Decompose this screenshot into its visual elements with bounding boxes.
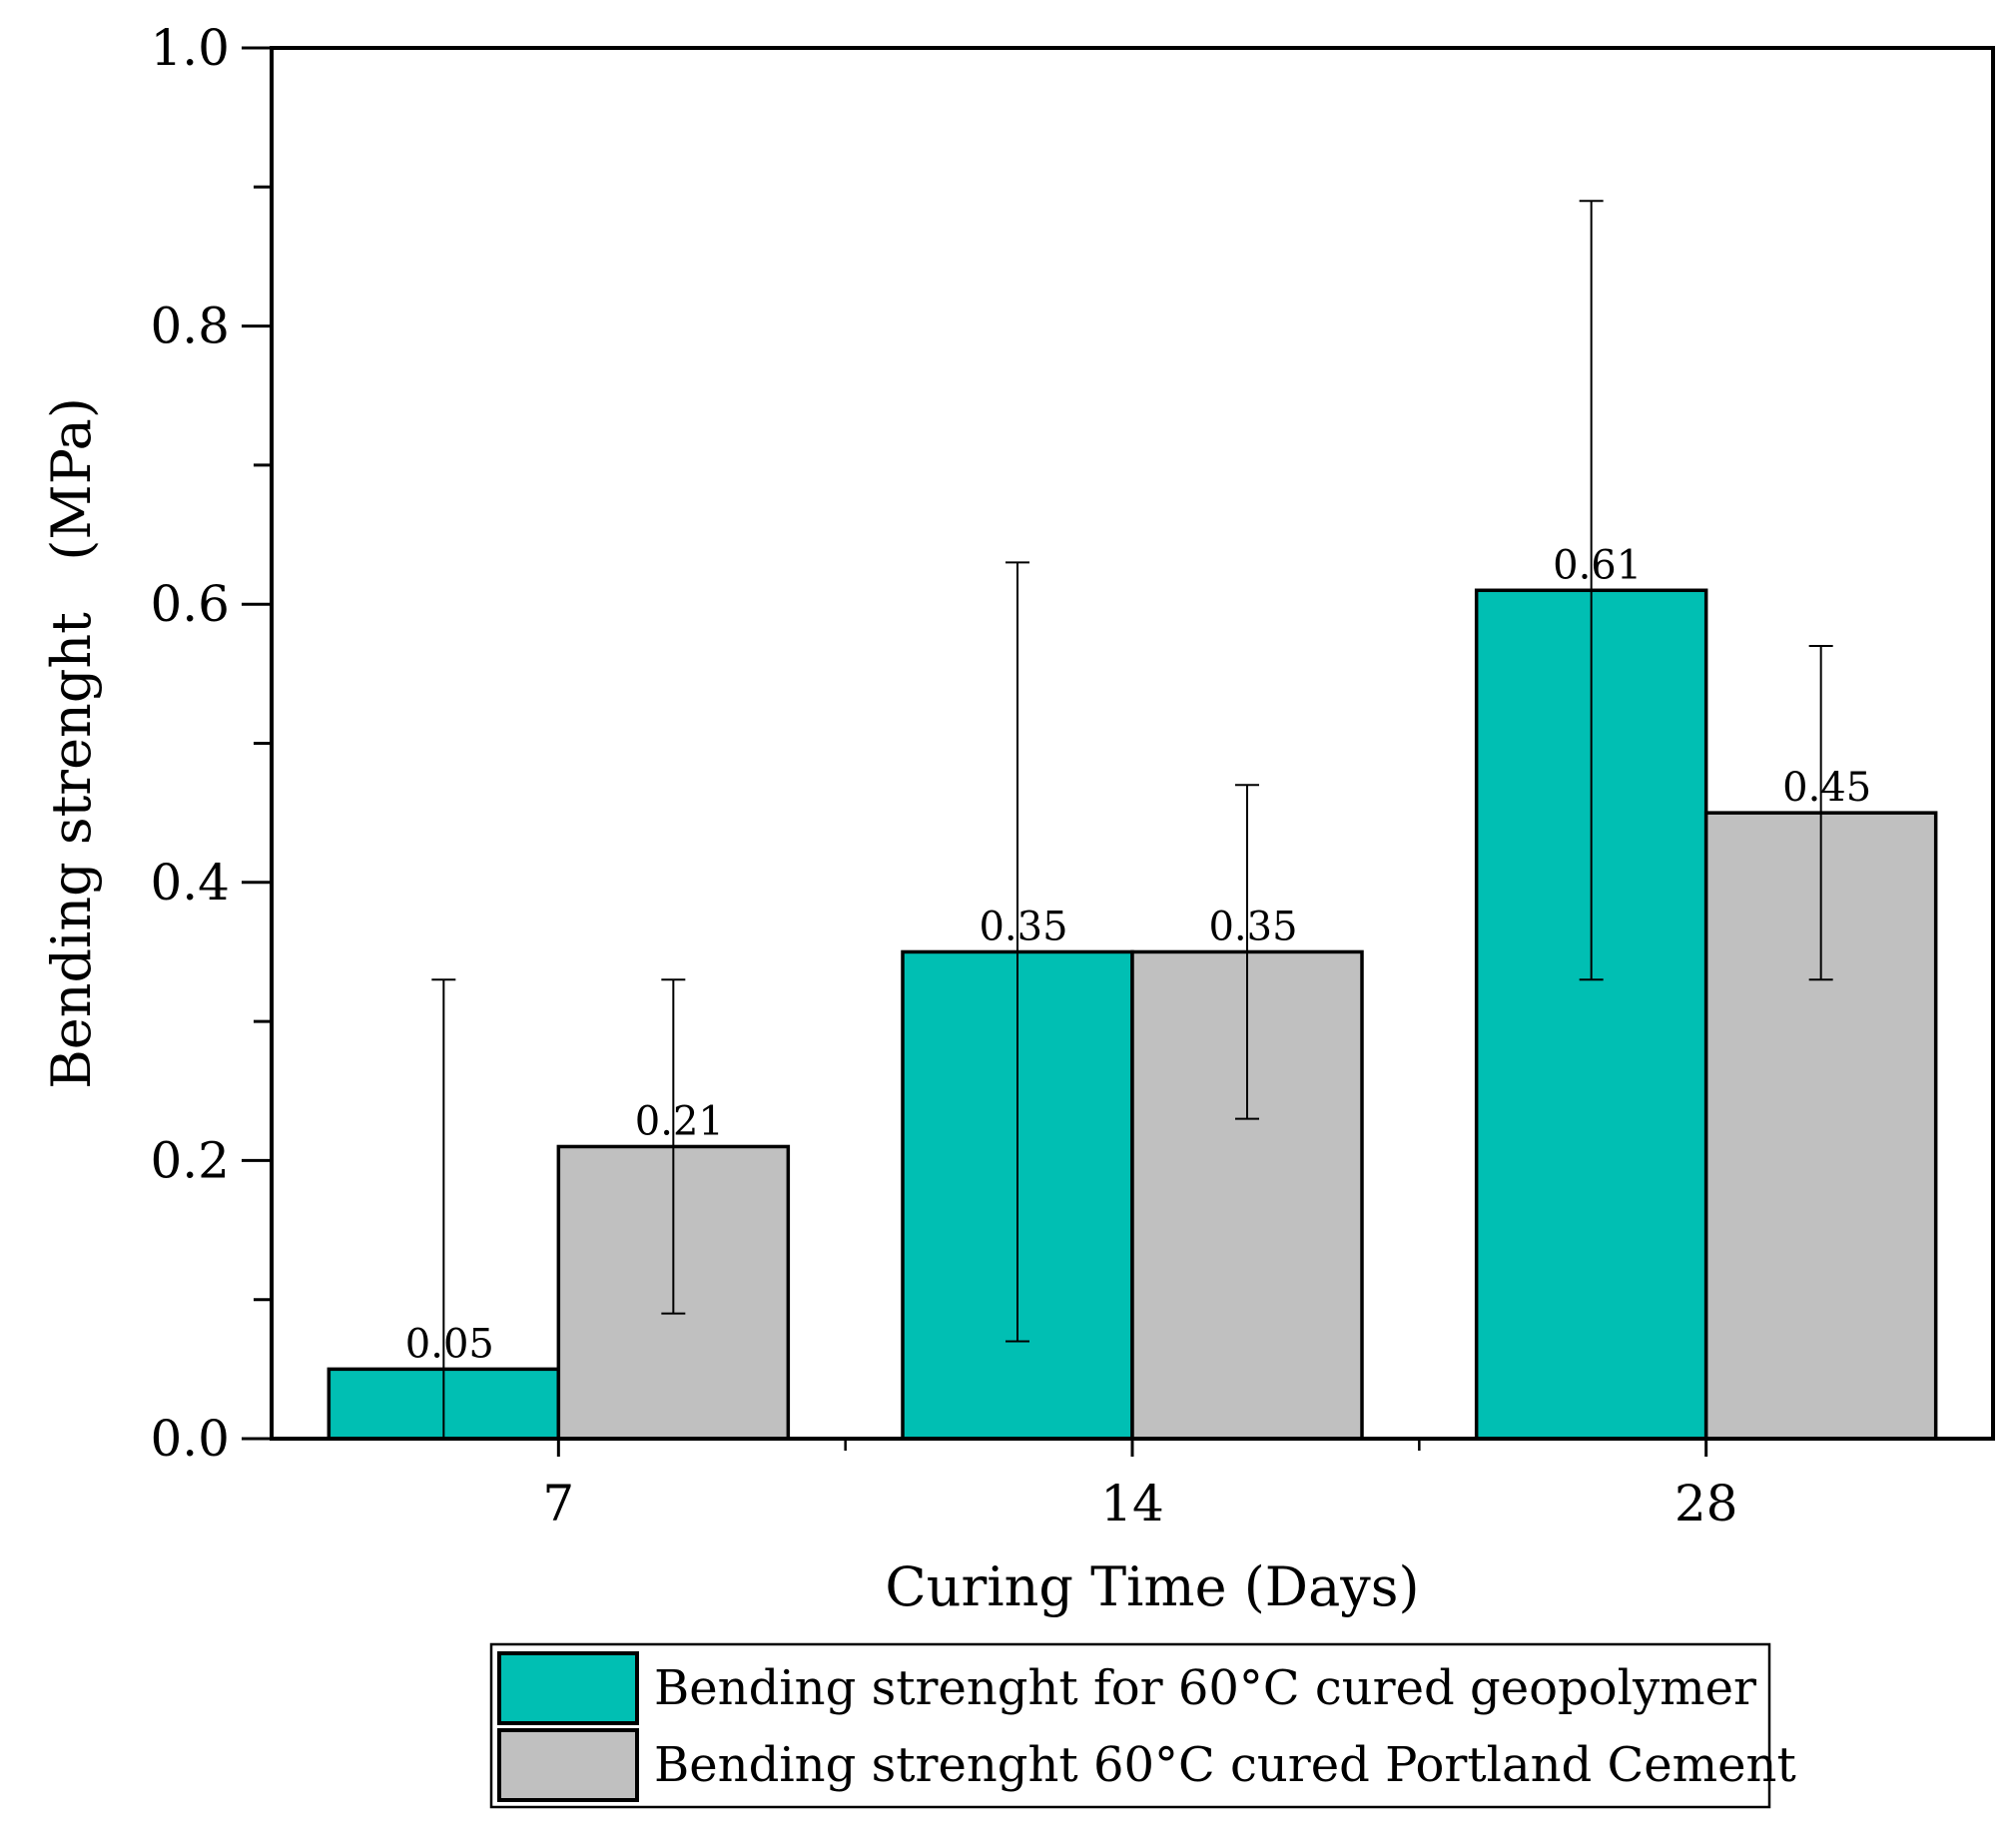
y-axis-title: Bending strenght (MPa) xyxy=(40,397,103,1089)
data-label-s0-c28: 0.61 xyxy=(1553,542,1642,588)
bars-group xyxy=(327,588,1938,1441)
x-tick-label-14: 14 xyxy=(1100,1475,1164,1533)
error-bars-group xyxy=(431,200,1833,1440)
legend-box xyxy=(489,1642,1771,1809)
x-axis-title: Curing Time (Days) xyxy=(885,1555,1419,1618)
legend-label-geopolymer: Bending strenght for 60°C cured geopolym… xyxy=(654,1660,1756,1716)
x-tick-label-7: 7 xyxy=(542,1475,574,1533)
legend-swatch-portland-cement xyxy=(497,1728,639,1802)
y-tick-label-0-0: 0.0 xyxy=(150,1410,230,1468)
data-label-s1-c28: 0.45 xyxy=(1782,765,1871,811)
legend: Bending strenght for 60°C cured geopolym… xyxy=(489,1642,1796,1809)
x-tick-label-28: 28 xyxy=(1675,1475,1738,1533)
data-label-s1-c14: 0.35 xyxy=(1208,904,1297,949)
legend-swatch-geopolymer xyxy=(497,1651,639,1725)
y-tick-label-0-2: 0.2 xyxy=(150,1131,230,1189)
y-tick-label-0-4: 0.4 xyxy=(150,854,230,912)
axes-group: 7 14 28 0.0 0.2 0.4 0.6 0.8 1.0 xyxy=(150,19,1737,1533)
data-labels-group: 0.05 0.21 0.35 0.35 0.61 0.45 xyxy=(405,542,1871,1367)
y-tick-label-0-6: 0.6 xyxy=(150,575,230,633)
y-tick-label-0-8: 0.8 xyxy=(150,298,230,355)
data-label-s0-c7: 0.05 xyxy=(405,1321,494,1367)
legend-label-portland-cement: Bending strenght 60°C cured Portland Cem… xyxy=(654,1737,1796,1793)
data-label-s0-c14: 0.35 xyxy=(979,904,1067,949)
y-tick-label-1-0: 1.0 xyxy=(150,19,230,77)
data-label-s1-c7: 0.21 xyxy=(635,1098,724,1144)
